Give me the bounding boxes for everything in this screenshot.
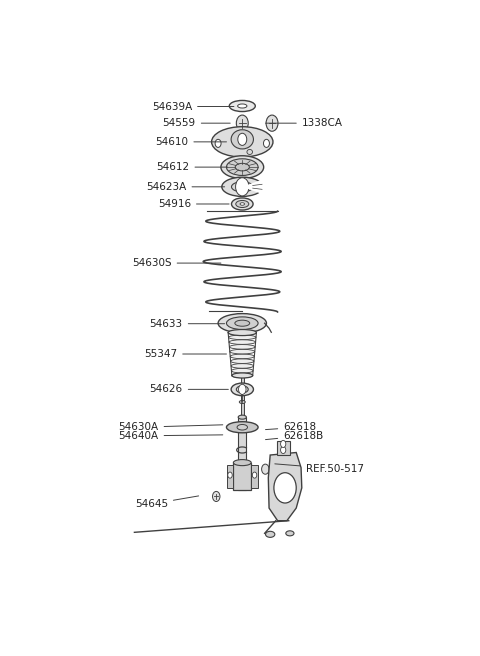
Circle shape [281,447,286,453]
Ellipse shape [229,340,255,344]
Circle shape [264,139,269,148]
Ellipse shape [238,104,247,108]
Text: 54639A: 54639A [152,102,234,112]
Ellipse shape [247,150,252,155]
Text: 54626: 54626 [150,384,228,394]
Ellipse shape [228,329,256,336]
Ellipse shape [232,373,252,378]
Polygon shape [268,453,302,521]
Ellipse shape [265,531,275,537]
Text: 54610: 54610 [156,137,227,147]
Circle shape [262,464,269,474]
Text: 54630A: 54630A [119,422,223,432]
Circle shape [228,472,232,478]
Circle shape [236,178,249,196]
Ellipse shape [222,177,263,196]
Bar [251,465,258,488]
Text: 54640A: 54640A [119,431,223,441]
Text: 1338CA: 1338CA [265,118,343,128]
Ellipse shape [230,359,254,363]
Ellipse shape [231,130,253,149]
Ellipse shape [231,369,253,373]
Ellipse shape [230,354,254,359]
Circle shape [252,472,257,478]
Circle shape [215,139,221,148]
Wedge shape [242,179,264,195]
Ellipse shape [233,460,251,466]
Circle shape [236,115,248,131]
Text: 62618: 62618 [265,422,316,432]
Text: 54645: 54645 [135,496,199,509]
Bar [233,462,251,491]
Text: 55347: 55347 [144,349,227,359]
Ellipse shape [229,344,255,349]
Circle shape [281,440,286,447]
Circle shape [238,133,247,146]
Text: 54916: 54916 [158,199,229,209]
Bar [238,417,246,491]
Text: 54612: 54612 [156,162,228,172]
Text: 54559: 54559 [163,118,230,128]
Circle shape [266,115,278,131]
Polygon shape [241,372,244,375]
Bar [276,441,290,455]
Text: 54623A: 54623A [146,182,225,192]
Bar [227,465,233,488]
Ellipse shape [231,182,253,192]
Circle shape [239,384,246,394]
Ellipse shape [227,422,258,433]
Text: 54630S: 54630S [132,258,221,268]
Text: 54633: 54633 [150,319,225,329]
Ellipse shape [212,127,273,157]
Ellipse shape [221,155,264,178]
Circle shape [213,491,220,501]
Ellipse shape [235,163,249,171]
Ellipse shape [218,314,266,333]
Bar [241,374,243,440]
Circle shape [274,473,296,503]
Ellipse shape [227,159,258,175]
Ellipse shape [227,317,258,329]
Ellipse shape [237,424,248,430]
Text: 62618B: 62618B [265,431,324,441]
Ellipse shape [240,203,244,205]
Ellipse shape [236,386,248,393]
Ellipse shape [286,531,294,536]
Ellipse shape [231,198,253,210]
Ellipse shape [240,400,245,403]
Ellipse shape [229,100,255,112]
Ellipse shape [236,201,249,207]
Ellipse shape [231,363,253,368]
Ellipse shape [238,415,246,419]
Ellipse shape [228,335,256,340]
Text: REF.50-517: REF.50-517 [275,464,363,474]
Ellipse shape [231,383,253,396]
Ellipse shape [230,350,255,354]
Ellipse shape [232,373,252,378]
Ellipse shape [228,330,256,335]
Ellipse shape [235,320,250,326]
